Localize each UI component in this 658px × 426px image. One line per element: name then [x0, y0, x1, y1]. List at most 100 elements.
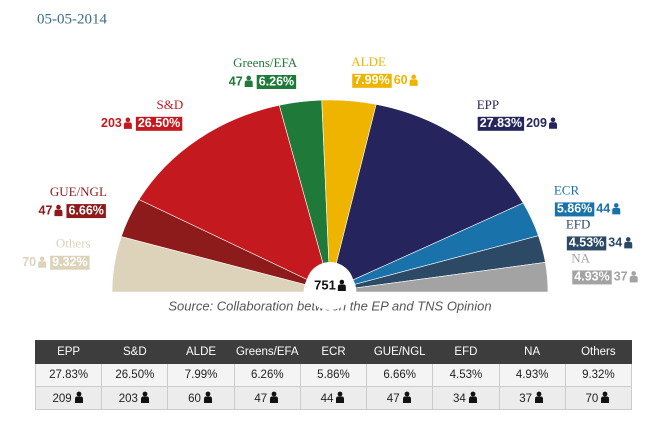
cell-text: 9.32% [582, 369, 615, 381]
icon-body [244, 80, 253, 87]
seat-label: 44 [596, 202, 610, 216]
percent-label: 4.53% [569, 236, 604, 250]
segment-label: Greens/EFA 6.26% 47 [229, 55, 298, 89]
person-icon [74, 391, 83, 403]
segment-label: ECR 5.86% 44 [554, 182, 621, 217]
icon-body [549, 122, 558, 129]
icon-body [54, 209, 63, 217]
icon-head [631, 271, 636, 276]
data-table: EPP S&D ALDE Greens/EFA ECR GUE/NGL EFD NA Other… [34, 340, 633, 410]
icon-head [39, 256, 45, 262]
table-row: 209 203 60 47 44 47 34 37 70 [34, 386, 633, 410]
cell-text: 209 [52, 393, 72, 405]
person-icon [38, 256, 47, 268]
table-cell: 34 [432, 386, 500, 410]
person-icon [337, 279, 346, 291]
percent-box [256, 74, 297, 89]
header-cell: ECR [299, 340, 368, 364]
segment-label: GUE/NGL 6.66% 47 [39, 184, 107, 219]
seat-label: 47 [39, 203, 53, 217]
person-icon [612, 203, 621, 215]
table-cell: 27.83% [34, 363, 103, 387]
party-name: GUE/NGL [50, 184, 107, 199]
icon-head [613, 203, 619, 208]
party-name: EPP [477, 97, 499, 112]
center-circle [306, 262, 354, 310]
segment-label: ALDE 7.99% 60 [351, 54, 418, 88]
party-name: ECR [554, 182, 580, 197]
table-cell: 209 [34, 386, 103, 410]
party-name: S&D [157, 97, 184, 112]
segment-label: NA 4.93% 37 [571, 250, 638, 285]
seat-label: 209 [526, 116, 547, 130]
header-cell: Greens/EFA [233, 340, 301, 364]
icon-body [337, 284, 346, 291]
cell-text: 4.53% [449, 369, 483, 381]
header-cell: ALDE [167, 340, 235, 364]
seat-label: 60 [394, 73, 408, 87]
icon-body [409, 79, 418, 86]
chart: 05-05-2014 Source: Collaboration between… [22, 11, 638, 313]
segment-label: EFD 4.53% 34 [566, 216, 633, 251]
header-cell: Others [564, 340, 633, 364]
cell-text: 34 [453, 393, 466, 405]
person-icon [270, 391, 279, 403]
person-icon [468, 391, 477, 403]
seat-label: 203 [101, 116, 122, 130]
icon-head [550, 117, 556, 123]
cell-text: 70 [585, 393, 599, 405]
percent-label: 5.86% [557, 202, 592, 216]
cell-text: 6.66% [383, 369, 416, 381]
percent-label: 7.99% [354, 73, 389, 87]
total-seats: 751 [314, 277, 336, 292]
percent-box [572, 270, 612, 285]
table-cell: 7.99% [167, 363, 235, 387]
percent-label: 4.93% [574, 270, 609, 284]
party-name: Others [56, 236, 91, 251]
party-name: EFD [566, 216, 591, 231]
cell-text: 44 [320, 393, 334, 405]
percent-box [566, 236, 607, 251]
segment [355, 262, 549, 293]
person-icon [140, 391, 149, 403]
party-name: NA [571, 250, 590, 265]
party-name: Greens/EFA [233, 55, 298, 70]
party-name: ALDE [351, 54, 386, 69]
table-cell: 70 [564, 386, 633, 410]
person-icon [336, 391, 345, 403]
table-cell: 203 [101, 386, 169, 410]
person-icon [409, 74, 418, 86]
cell-text: 6.26% [250, 369, 284, 381]
icon-body [624, 241, 633, 249]
header-cell: GUE/NGL [366, 340, 434, 364]
percent-box [477, 116, 525, 131]
cell-text: 37 [519, 393, 533, 405]
cell-text: 47 [254, 393, 268, 405]
person-icon [624, 237, 633, 249]
person-icon [629, 271, 638, 283]
segment-label: S&D 26.50% 203 [101, 97, 183, 131]
icon-head [125, 117, 131, 123]
person-icon [535, 391, 544, 403]
table-cell: 9.32% [564, 363, 633, 387]
percent-label: 27.83% [480, 116, 522, 130]
table-cell: 5.86% [299, 363, 368, 387]
table-cell: 6.66% [366, 363, 434, 387]
percent-label: 6.66% [68, 203, 103, 217]
percent-label: 6.26% [259, 74, 294, 88]
cell-text: 27.83% [49, 369, 89, 381]
table-cell: 4.93% [498, 363, 566, 387]
cell-text: 4.93% [515, 369, 549, 381]
person-icon [601, 391, 610, 403]
person-icon [203, 391, 212, 403]
cell-text: 203 [118, 393, 138, 405]
table-cell: 47 [233, 386, 301, 410]
table-cell: 37 [498, 386, 566, 410]
person-icon [123, 117, 132, 129]
icon-head [339, 279, 345, 285]
seat-label: 47 [229, 74, 243, 88]
icon-body [123, 122, 132, 129]
person-icon [54, 204, 63, 217]
person-icon [244, 75, 253, 87]
percent-box [135, 116, 183, 131]
